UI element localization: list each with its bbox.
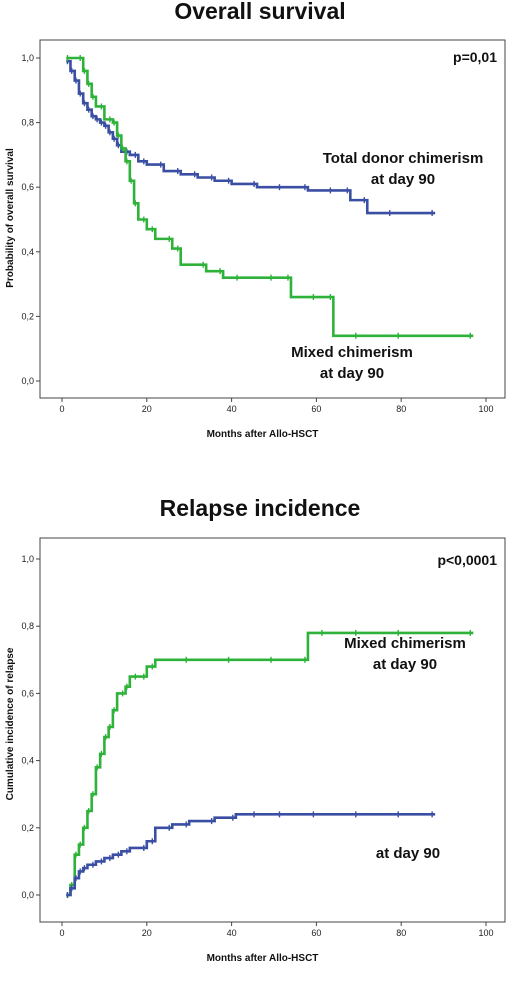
x-tick-label: 80 [396,928,406,938]
p-value-label: p<0,0001 [437,552,497,568]
plot-frame [39,39,506,399]
y-tick-label: 0,2 [21,311,34,321]
x-tick-label: 60 [311,404,321,414]
x-tick-label: 100 [478,928,493,938]
x-tick-label: 20 [142,404,152,414]
series-annotation: at day 90 [376,845,440,862]
series-annotation: at day 90 [373,656,437,673]
x-tick-label: 0 [59,404,64,414]
y-tick-label: 0,6 [21,688,34,698]
overall-survival-chart: 0 20 40 60 80 100 0,0 0,2 0,4 0,6 0,8 1,0 Months aft… [5,39,506,440]
y-tick-label: 0,2 [21,823,34,833]
plot-frame [39,537,506,923]
relapse-incidence-chart: 0 20 40 60 80 100 0,0 0,2 0,4 0,6 0,8 1,0 Months aft… [5,537,506,964]
series-annotation: Mixed chimerism [291,344,413,361]
series-annotation: at day 90 [320,365,384,382]
series-line-0 [66,631,474,897]
y-tick-label: 0,4 [21,756,34,766]
y-axis-label: Cumulative incidence of relapse [5,647,16,800]
y-tick-label: 0,8 [21,621,34,631]
y-tick-label: 0,0 [21,890,34,900]
y-tick-label: 0,8 [21,118,34,128]
overall-survival-panel: Overall survival 0 20 40 60 80 100 0,0 0,2 0,4 0,… [0,0,520,470]
x-tick-label: 20 [142,928,152,938]
relapse-incidence-panel: Relapse incidence 0 20 40 60 80 100 0,0 0,2 0,4 0… [0,490,520,983]
x-tick-label: 100 [478,404,493,414]
chart-title: Overall survival [174,0,346,24]
chart-title: Relapse incidence [159,495,361,521]
x-tick-label: 0 [59,928,64,938]
y-tick-label: 0,0 [21,376,34,386]
series-annotation: at day 90 [371,171,435,188]
series-annotation: Total donor chimerism [323,150,484,167]
y-tick-label: 1,0 [21,53,34,63]
x-tick-label: 40 [227,404,237,414]
x-axis-label: Months after Allo-HSCT [207,953,319,964]
series-line-1 [66,56,474,338]
y-tick-label: 0,6 [21,182,34,192]
series-line-0 [66,59,436,215]
series-annotation: Mixed chimerism [344,635,466,652]
y-tick-label: 1,0 [21,554,34,564]
x-tick-label: 40 [227,928,237,938]
x-tick-label: 60 [311,928,321,938]
y-tick-label: 0,4 [21,247,34,257]
p-value-label: p=0,01 [453,49,497,65]
y-axis-label: Probability of overall survival [5,148,16,288]
x-axis-label: Months after Allo-HSCT [207,429,319,440]
x-tick-label: 80 [396,404,406,414]
